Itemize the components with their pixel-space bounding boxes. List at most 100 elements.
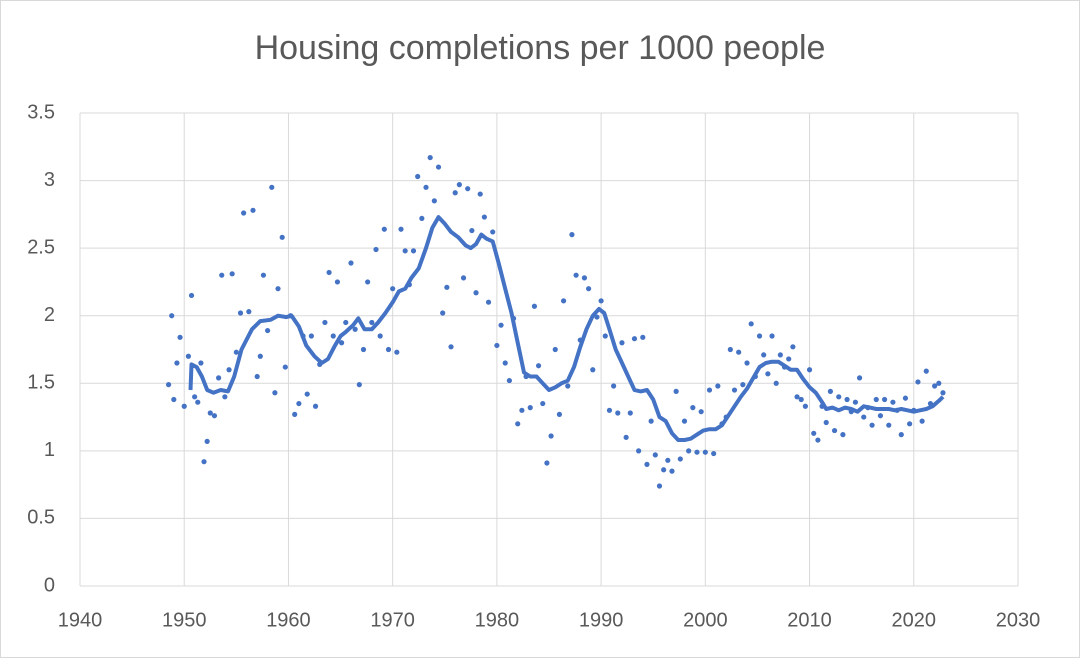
data-point	[282, 364, 288, 370]
data-point	[402, 248, 408, 254]
data-point	[919, 418, 925, 424]
data-point	[222, 394, 228, 400]
x-tick-label: 2000	[683, 609, 728, 631]
chart-title: Housing completions per 1000 people	[255, 29, 826, 67]
data-point	[431, 198, 437, 204]
data-point	[216, 375, 222, 381]
data-point	[308, 333, 314, 339]
data-point	[540, 400, 546, 407]
data-point	[886, 422, 892, 428]
data-point	[627, 410, 633, 416]
data-point	[827, 388, 834, 394]
data-point	[665, 457, 671, 463]
data-point	[623, 434, 629, 440]
data-point	[502, 360, 508, 366]
data-point	[890, 399, 896, 405]
data-point	[836, 394, 842, 400]
data-point	[548, 433, 554, 439]
data-point	[535, 363, 542, 369]
data-point	[656, 483, 663, 489]
data-point	[552, 346, 558, 353]
data-point	[174, 360, 180, 366]
data-point	[275, 286, 281, 292]
data-point	[631, 336, 638, 342]
data-point	[765, 371, 771, 377]
data-point	[573, 272, 579, 278]
data-point	[356, 382, 362, 388]
data-point	[636, 448, 642, 454]
data-point	[873, 396, 879, 403]
data-point	[469, 227, 475, 234]
data-point	[740, 382, 746, 388]
data-point	[369, 319, 375, 326]
data-point	[802, 403, 808, 409]
data-point	[698, 409, 704, 415]
data-point	[343, 319, 349, 326]
data-point	[815, 437, 821, 443]
y-tick-label: 0.5	[27, 507, 55, 529]
data-point	[415, 173, 421, 180]
data-point	[423, 184, 429, 190]
data-point	[169, 313, 175, 319]
data-point	[465, 186, 471, 192]
data-point	[531, 303, 538, 309]
data-point	[498, 322, 504, 328]
data-point	[677, 456, 683, 462]
data-point	[769, 333, 775, 339]
data-point	[241, 210, 247, 216]
data-point	[606, 407, 613, 413]
y-tick-label: 2.5	[27, 236, 55, 258]
data-point	[192, 394, 198, 400]
data-point	[211, 413, 218, 419]
data-point	[460, 275, 467, 281]
data-point	[936, 380, 942, 386]
data-point	[736, 349, 742, 355]
data-point	[932, 383, 938, 389]
data-point	[648, 418, 654, 424]
data-point	[373, 246, 379, 253]
data-point	[456, 182, 462, 188]
data-point	[260, 272, 267, 278]
data-point	[381, 226, 387, 232]
data-point	[233, 349, 239, 355]
data-point	[448, 344, 454, 350]
data-point	[686, 448, 692, 454]
data-point	[365, 279, 371, 285]
data-point	[494, 342, 500, 349]
data-point	[181, 403, 187, 409]
data-point	[923, 368, 929, 374]
data-point	[207, 410, 213, 416]
data-point	[165, 382, 172, 388]
data-point	[390, 286, 396, 292]
data-point	[201, 459, 207, 465]
data-point	[756, 333, 763, 339]
x-tick-label: 1940	[58, 609, 103, 631]
data-point	[786, 356, 792, 362]
data-point	[171, 396, 177, 403]
data-point	[435, 164, 442, 170]
data-point	[272, 390, 278, 396]
data-point	[515, 421, 521, 427]
data-point	[219, 272, 225, 278]
data-point	[257, 353, 263, 359]
data-point	[427, 154, 433, 161]
data-point	[560, 298, 567, 304]
data-point	[852, 399, 859, 405]
data-point	[188, 292, 195, 299]
data-point	[861, 414, 867, 420]
data-point	[598, 298, 604, 304]
data-point	[761, 352, 767, 358]
data-point	[527, 405, 533, 411]
y-tick-label: 3.5	[27, 101, 55, 123]
data-point	[394, 349, 400, 355]
x-tick-label: 1980	[475, 609, 520, 631]
data-point	[279, 234, 285, 240]
data-point	[326, 269, 332, 276]
data-point	[773, 380, 779, 386]
data-point	[590, 367, 596, 373]
data-point	[640, 334, 646, 340]
data-point	[322, 319, 328, 326]
data-point	[490, 229, 496, 235]
data-point	[569, 232, 575, 238]
